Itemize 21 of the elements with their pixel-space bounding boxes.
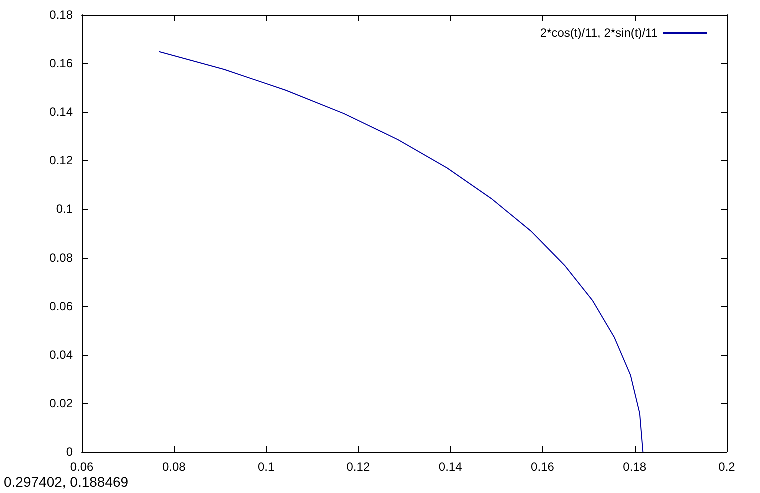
y-tick-label: 0.12	[50, 154, 74, 168]
x-tick-label: 0.16	[531, 460, 555, 474]
y-tick-label: 0.18	[50, 8, 74, 22]
x-tick-label: 0.1	[258, 460, 275, 474]
x-tick-label: 0.18	[623, 460, 647, 474]
y-tick-label: 0.16	[50, 56, 74, 71]
x-tick-label: 0.14	[438, 460, 463, 474]
y-tick-label: 0.08	[50, 250, 74, 265]
x-tick-label: 0.08	[162, 460, 186, 474]
y-tick-label: 0.02	[50, 396, 74, 410]
line-series	[158, 51, 644, 452]
legend-label: 2*cos(t)/11, 2*sin(t)/11	[540, 26, 658, 40]
x-tick-label: 0.2	[718, 460, 736, 474]
text: 0.297402, 0.188469	[4, 474, 129, 490]
x-tick-label: 0.06	[70, 460, 94, 474]
y-tick-label: 0	[66, 445, 74, 459]
y-tick-label: 0.1	[56, 202, 74, 216]
y-tick-label: 0.14	[50, 105, 74, 120]
y-tick-label: 0.06	[50, 299, 74, 314]
x-tick-label: 0.12	[346, 460, 370, 474]
y-tick-label: 0.04	[50, 348, 74, 362]
